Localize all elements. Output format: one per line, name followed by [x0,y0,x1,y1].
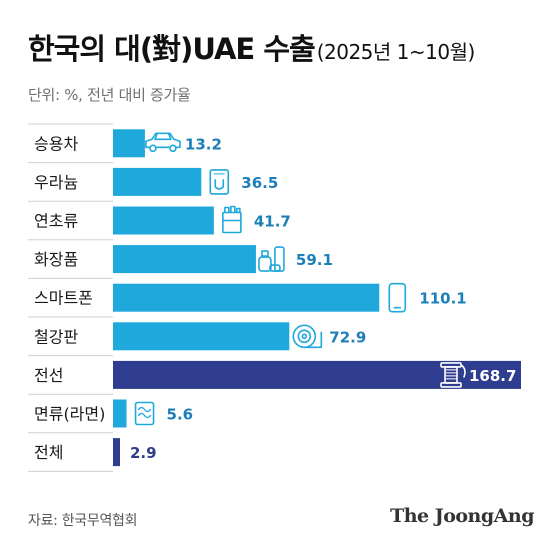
chart-subtitle: (2025년 1~10월) [316,40,476,64]
cosmetics-icon [258,246,285,272]
category-label: 스마트폰 [34,289,93,308]
uranium-icon [209,169,230,195]
noodle-icon [134,401,155,426]
bar [113,360,521,389]
value-label: 72.9 [329,328,366,346]
category-label: 화장품 [34,250,78,269]
source-note: 자료: 한국무역협회 [28,513,138,529]
category-label: 전선 [34,366,63,385]
bar [113,206,214,235]
category-label: 승용차 [34,134,78,153]
category-label: 우라늄 [34,173,78,192]
bar-chart: 승용차 13.2 우라늄 36.5 연초류 41.7 화장품 59.1 스마트폰 110.1 철강판… [28,123,521,472]
value-label: 36.5 [241,174,278,192]
category-label: 연초류 [34,212,78,231]
brand-logo: The JoongAng [390,505,534,527]
value-label: 5.6 [167,406,194,424]
chart-title-block: 한국의 대(對)UAE 수출 (2025년 1~10월) [28,26,475,68]
category-label: 면류(라면) [34,405,105,424]
value-label: 13.2 [185,135,222,153]
smartphone-icon [388,282,407,313]
category-label: 철강판 [34,327,78,346]
cigarette-icon [222,205,242,234]
value-label: 41.7 [254,213,291,231]
cable-spool-icon [440,362,466,388]
bar [113,129,145,158]
chart-title: 한국의 대(對)UAE 수출 [28,32,316,66]
bar [113,245,256,274]
bar [113,283,380,312]
category-label: 전체 [34,443,63,462]
bar [113,399,127,428]
value-label: 110.1 [419,290,466,308]
value-label: 59.1 [296,251,333,269]
bar [113,167,202,196]
car-icon [145,132,181,153]
bar [113,438,121,467]
steel-coil-icon [292,324,323,349]
bar [113,322,290,351]
value-label: 2.9 [130,444,157,462]
value-label: 168.7 [469,367,516,385]
unit-note: 단위: %, 전년 대비 증가율 [28,86,191,104]
